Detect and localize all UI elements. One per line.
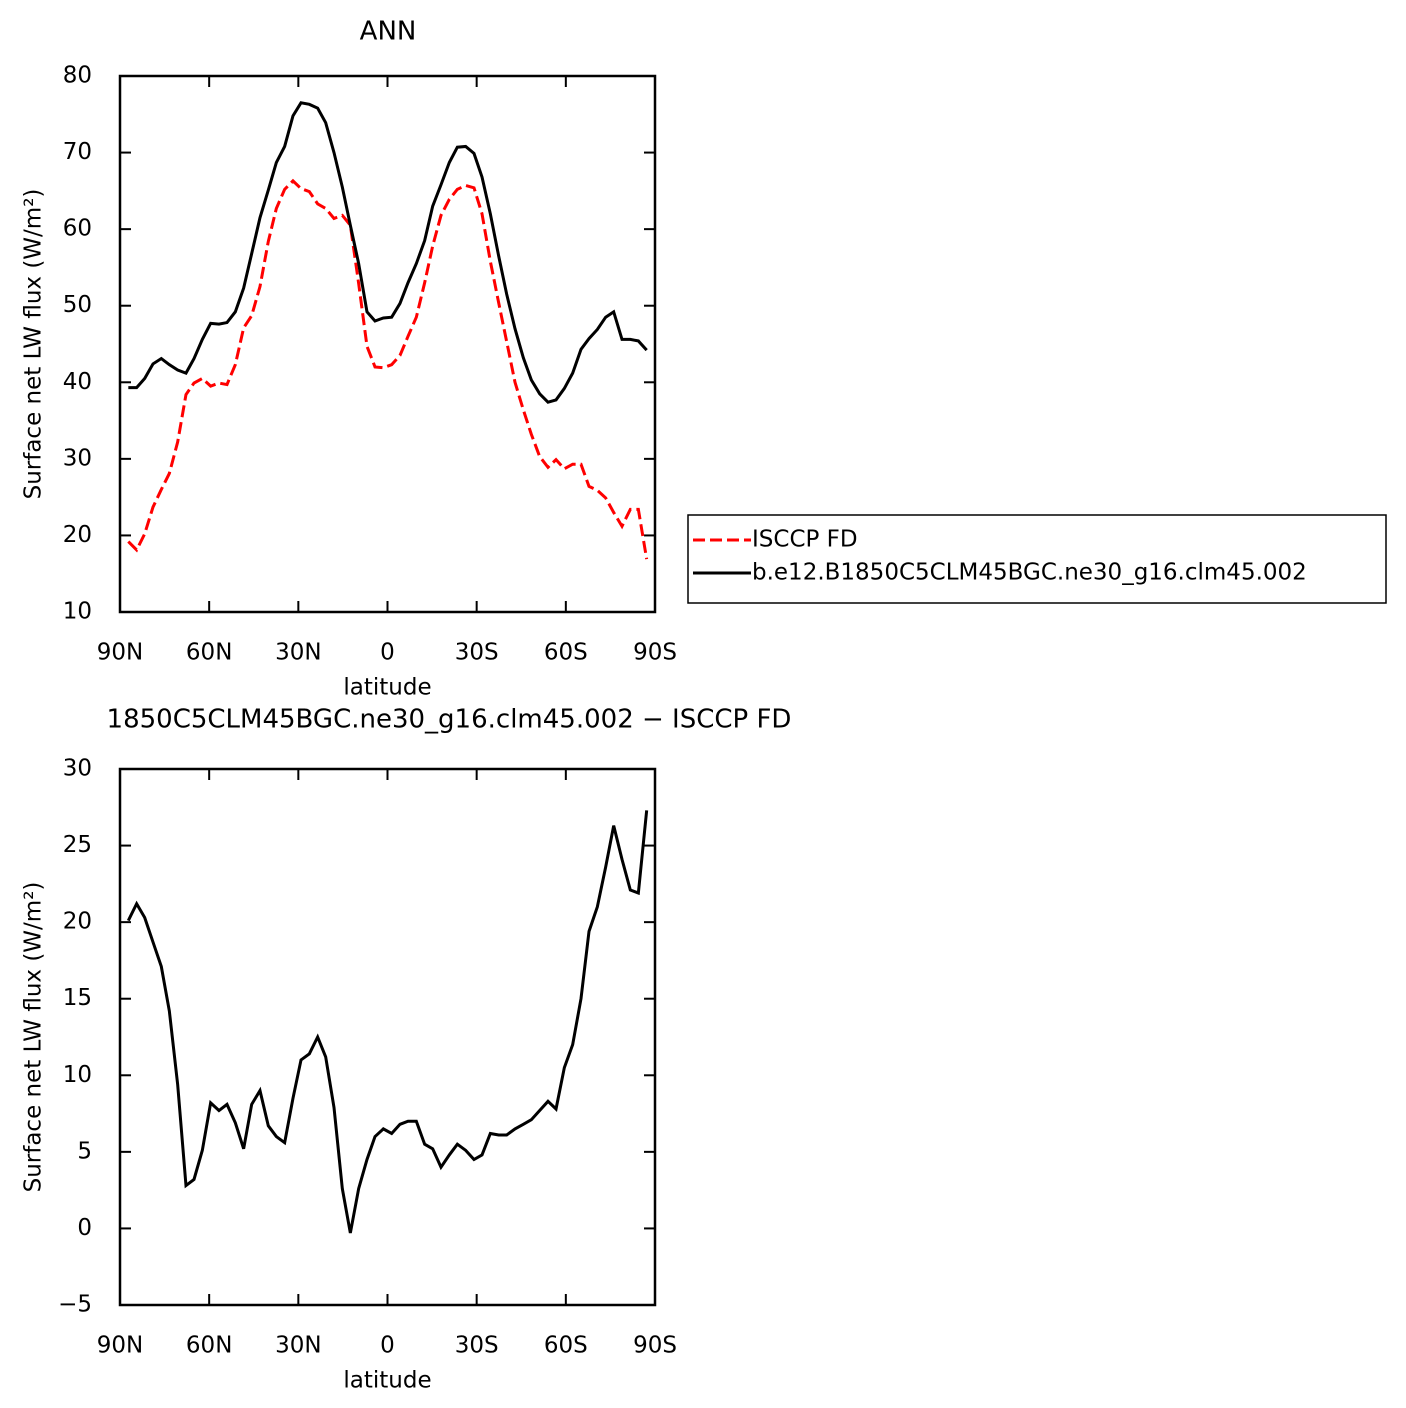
y-tick-label: 20	[63, 909, 92, 935]
plot-frame	[118, 74, 657, 614]
x-tick-label: 30S	[455, 1333, 499, 1359]
y-tick-label: 25	[63, 832, 92, 858]
y-tick-label: 5	[77, 1138, 92, 1164]
data-line	[127, 178, 649, 560]
x-tick-label: 60N	[186, 1333, 232, 1359]
chart-title: 1850C5CLM45BGC.ne30_g16.clm45.002 − ISCC…	[107, 705, 792, 735]
plot-frame	[118, 767, 657, 1307]
y-tick-label: 70	[63, 139, 92, 165]
x-tick-label: 60S	[544, 1333, 588, 1359]
legend-box	[687, 514, 1387, 604]
x-tick-label: 0	[380, 1333, 395, 1359]
data-line	[126, 810, 649, 1234]
y-tick-label: 10	[63, 1062, 92, 1088]
x-tick-label: 60S	[544, 640, 588, 666]
y-tick-label: 80	[63, 63, 92, 89]
x-tick-label: 60N	[186, 640, 232, 666]
y-tick-label: 20	[63, 522, 92, 548]
y-tick-label: 40	[63, 369, 92, 395]
y-axis-label: Surface net LW flux (W/m²)	[21, 882, 47, 1193]
y-axis-label: Surface net LW flux (W/m²)	[21, 189, 47, 500]
x-tick-label: 0	[380, 640, 395, 666]
x-tick-label: 90N	[97, 640, 143, 666]
y-tick-label: −5	[58, 1292, 92, 1318]
y-tick-label: 15	[63, 985, 92, 1011]
y-tick-label: 30	[63, 445, 92, 471]
y-tick-label: 0	[77, 1215, 92, 1241]
y-tick-label: 60	[63, 216, 92, 242]
x-tick-label: 30N	[275, 640, 321, 666]
x-tick-label: 30N	[275, 1333, 321, 1359]
x-tick-label: 30S	[455, 640, 499, 666]
y-tick-label: 10	[63, 599, 92, 625]
x-tick-label: 90S	[633, 1333, 677, 1359]
chart-title: ANN	[360, 17, 417, 47]
data-line	[128, 101, 648, 404]
y-tick-label: 50	[63, 292, 92, 318]
x-axis-label: latitude	[343, 1368, 431, 1394]
legend-label: ISCCP FD	[752, 527, 858, 553]
y-tick-label: 30	[63, 756, 92, 782]
x-axis-label: latitude	[343, 675, 431, 701]
legend-label: b.e12.B1850C5CLM45BGC.ne30_g16.clm45.002	[752, 560, 1307, 586]
x-tick-label: 90N	[97, 1333, 143, 1359]
x-tick-label: 90S	[633, 640, 677, 666]
